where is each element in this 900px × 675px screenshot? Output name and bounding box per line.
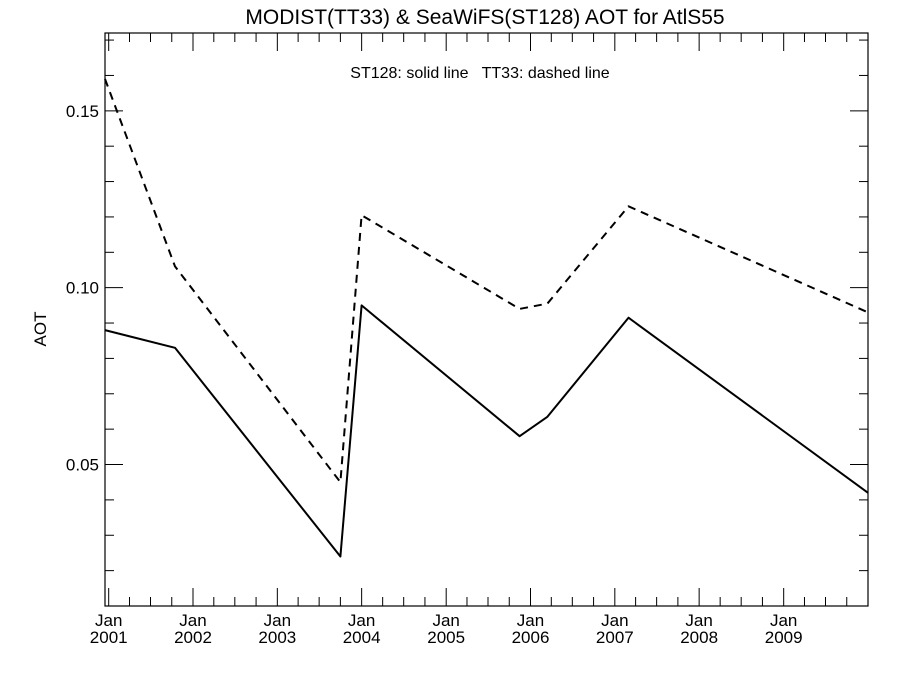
series-line-st128 (104, 304, 869, 558)
x-tick-label-year: 2009 (765, 628, 803, 647)
y-axis-label: AOT (31, 312, 50, 347)
x-tick-label-month: Jan (601, 611, 628, 630)
x-tick-label: Jan 2005 (427, 611, 465, 647)
x-tick-label: Jan 2002 (174, 611, 212, 647)
x-tick-label-year: 2005 (427, 628, 465, 647)
x-tick-label-year: 2003 (258, 628, 296, 647)
x-tick-label: Jan 2006 (512, 611, 550, 647)
x-tick-label-month: Jan (517, 611, 544, 630)
x-tick-label-year: 2004 (343, 628, 381, 647)
x-tick-label-year: 2008 (680, 628, 718, 647)
x-tick-label: Jan 2001 (90, 611, 128, 647)
y-tick-label: 0.10 (66, 279, 99, 298)
x-tick-label: Jan 2007 (596, 611, 634, 647)
x-tick-label: Jan 2004 (343, 611, 381, 647)
x-tick-label-month: Jan (264, 611, 291, 630)
plot-area (104, 32, 869, 607)
x-tick-label-year: 2001 (90, 628, 128, 647)
x-tick-label-month: Jan (179, 611, 206, 630)
series-lines (104, 78, 869, 558)
series-line-tt33 (104, 78, 869, 484)
x-tick-label-year: 2002 (174, 628, 212, 647)
y-tick-label: 0.15 (66, 102, 99, 121)
y-tick-label: 0.05 (66, 456, 99, 475)
x-tick-label: Jan 2008 (680, 611, 718, 647)
x-tick-label-month: Jan (432, 611, 459, 630)
x-tick-label: Jan 2003 (258, 611, 296, 647)
x-tick-label-month: Jan (685, 611, 712, 630)
x-tick-label-month: Jan (95, 611, 122, 630)
x-tick-label-month: Jan (770, 611, 797, 630)
x-tick-label-month: Jan (348, 611, 375, 630)
x-tick-label-year: 2006 (512, 628, 550, 647)
axis-ticks (105, 33, 868, 606)
series-style-note: ST128: solid line TT33: dashed line (350, 65, 610, 82)
x-tick-label: Jan 2009 (765, 611, 803, 647)
x-tick-label-year: 2007 (596, 628, 634, 647)
chart-title: MODIST(TT33) & SeaWiFS(ST128) AOT for At… (245, 6, 724, 29)
